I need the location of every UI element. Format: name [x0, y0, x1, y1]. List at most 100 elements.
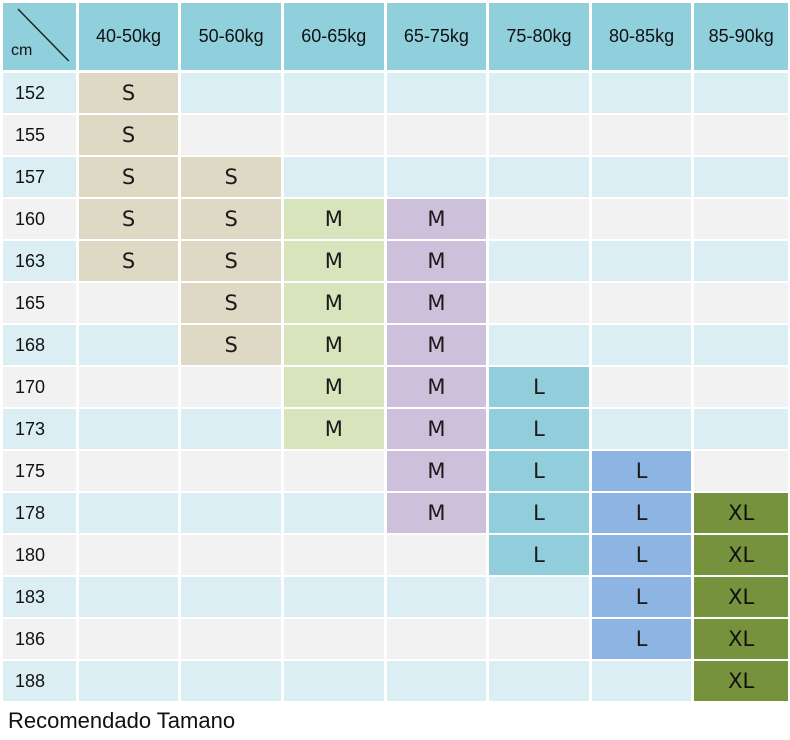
size-cell: L [489, 535, 589, 575]
empty-cell [386, 115, 487, 155]
height-cell: 175 [3, 451, 76, 491]
empty-cell [489, 325, 589, 365]
size-cell: M [283, 325, 384, 365]
empty-cell [489, 577, 589, 617]
empty-cell [283, 451, 384, 491]
empty-cell [591, 367, 692, 407]
empty-cell [78, 283, 179, 323]
size-cell: L [591, 451, 692, 491]
table-row: 173 M M L [3, 409, 789, 449]
empty-cell [694, 115, 789, 155]
empty-cell [181, 451, 281, 491]
empty-cell [694, 451, 789, 491]
empty-cell [181, 409, 281, 449]
empty-cell [181, 661, 281, 701]
table-row: 188 XL [3, 661, 789, 701]
empty-cell [694, 367, 789, 407]
corner-label: cm [11, 42, 33, 59]
empty-cell [489, 73, 589, 113]
empty-cell [386, 577, 487, 617]
empty-cell [78, 367, 179, 407]
height-cell: 170 [3, 367, 76, 407]
height-cell: 163 [3, 241, 76, 281]
height-cell: 160 [3, 199, 76, 239]
size-cell: M [283, 241, 384, 281]
size-cell: S [181, 325, 281, 365]
weight-header: 80-85kg [591, 3, 692, 70]
height-cell: 186 [3, 619, 76, 659]
empty-cell [489, 283, 589, 323]
empty-cell [78, 493, 179, 533]
table-row: 152 S [3, 73, 789, 113]
size-cell: M [283, 199, 384, 239]
empty-cell [78, 325, 179, 365]
empty-cell [591, 157, 692, 197]
table-row: 157 S S [3, 157, 789, 197]
size-cell: S [181, 283, 281, 323]
empty-cell [181, 577, 281, 617]
empty-cell [591, 73, 692, 113]
size-chart-table: cm 40-50kg 50-60kg 60-65kg 65-75kg 75-80… [3, 3, 789, 703]
size-cell: S [78, 157, 179, 197]
diagonal-divider [17, 8, 70, 62]
empty-cell [181, 73, 281, 113]
table-row: 170 M M L [3, 367, 789, 407]
empty-cell [283, 157, 384, 197]
height-cell: 183 [3, 577, 76, 617]
empty-cell [694, 409, 789, 449]
height-cell: 173 [3, 409, 76, 449]
weight-header: 50-60kg [181, 3, 281, 70]
size-cell: S [181, 241, 281, 281]
empty-cell [386, 535, 487, 575]
size-cell: S [78, 241, 179, 281]
empty-cell [489, 199, 589, 239]
empty-cell [78, 619, 179, 659]
empty-cell [78, 451, 179, 491]
empty-cell [591, 409, 692, 449]
empty-cell [181, 535, 281, 575]
table-row: 183 L XL [3, 577, 789, 617]
empty-cell [694, 283, 789, 323]
size-cell: M [283, 367, 384, 407]
table-row: 155 S [3, 115, 789, 155]
size-cell: S [78, 199, 179, 239]
empty-cell [78, 577, 179, 617]
weight-header: 40-50kg [78, 3, 179, 70]
table-body: 152 S 155 S 157 S S 160 S S M M 163 S S M M 165 S M M 168 S M M 1… [3, 73, 789, 701]
table-row: 168 S M M [3, 325, 789, 365]
size-cell: L [489, 367, 589, 407]
height-cell: 157 [3, 157, 76, 197]
empty-cell [283, 73, 384, 113]
size-cell: L [489, 493, 589, 533]
empty-cell [283, 577, 384, 617]
empty-cell [489, 115, 589, 155]
size-cell: XL [694, 619, 789, 659]
size-cell: XL [694, 535, 789, 575]
empty-cell [591, 199, 692, 239]
size-cell: M [283, 283, 384, 323]
size-cell: M [386, 451, 487, 491]
table-row: 175 M L L [3, 451, 789, 491]
empty-cell [181, 367, 281, 407]
height-cell: 168 [3, 325, 76, 365]
empty-cell [591, 325, 692, 365]
empty-cell [78, 535, 179, 575]
size-cell: S [181, 199, 281, 239]
table-row: 186 L XL [3, 619, 789, 659]
empty-cell [489, 661, 589, 701]
empty-cell [78, 409, 179, 449]
size-cell: S [78, 115, 179, 155]
size-cell: M [386, 241, 487, 281]
empty-cell [591, 661, 692, 701]
size-cell: M [283, 409, 384, 449]
size-cell: L [591, 535, 692, 575]
table-row: 178 M L L XL [3, 493, 789, 533]
empty-cell [386, 619, 487, 659]
size-cell: S [78, 73, 179, 113]
size-cell: L [591, 493, 692, 533]
empty-cell [283, 493, 384, 533]
footer-title: Recomendado Tamano [8, 708, 236, 733]
height-cell: 188 [3, 661, 76, 701]
empty-cell [591, 283, 692, 323]
weight-header: 65-75kg [386, 3, 487, 70]
